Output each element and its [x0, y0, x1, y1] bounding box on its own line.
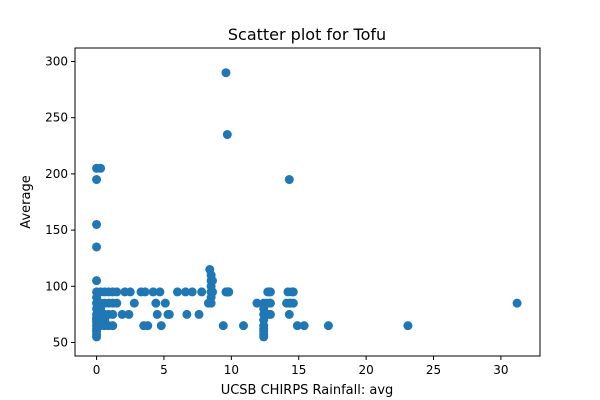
x-tick-label: 25	[426, 363, 441, 377]
scatter-point	[92, 242, 102, 252]
scatter-point	[125, 287, 135, 297]
scatter-point	[292, 321, 302, 331]
y-tick-label: 200	[45, 167, 68, 181]
scatter-point	[112, 287, 122, 297]
x-axis-ticks: 0 5 10 15 20 25 30	[93, 356, 509, 377]
y-tick-label: 50	[53, 336, 68, 350]
scatter-point	[124, 309, 134, 319]
x-tick-label: 20	[358, 363, 373, 377]
scatter-point	[224, 287, 234, 297]
scatter-point	[151, 298, 161, 308]
scatter-point	[238, 321, 248, 331]
scatter-point	[218, 321, 228, 331]
scatter-point	[197, 287, 207, 297]
scatter-point	[221, 68, 231, 78]
scatter-point	[156, 321, 166, 331]
chart-title: Scatter plot for Tofu	[228, 25, 386, 44]
scatter-point	[112, 298, 122, 308]
scatter-point	[164, 309, 174, 319]
scatter-point	[92, 175, 102, 185]
scatter-point	[172, 287, 182, 297]
scatter-point	[143, 321, 153, 331]
scatter-point	[181, 287, 191, 297]
scatter-point	[207, 276, 217, 286]
scatter-point	[92, 219, 102, 229]
scatter-point	[148, 287, 158, 297]
scatter-point	[160, 298, 170, 308]
scatter-point	[284, 309, 294, 319]
scatter-point	[92, 276, 102, 286]
scatter-point	[108, 309, 118, 319]
scatter-point	[299, 321, 309, 331]
scatter-point	[182, 309, 192, 319]
scatter-point	[108, 321, 118, 331]
scatter-point	[512, 298, 522, 308]
y-axis-label: Average	[19, 175, 34, 228]
x-tick-label: 10	[224, 363, 239, 377]
scatter-point	[207, 287, 217, 297]
scatter-point	[140, 287, 150, 297]
y-tick-label: 150	[45, 223, 68, 237]
scatter-point	[117, 309, 127, 319]
x-axis-label: UCSB CHIRPS Rainfall: avg	[221, 383, 394, 398]
scatter-point	[403, 321, 413, 331]
y-axis-ticks: 50 100 150 200 250 300	[45, 54, 75, 350]
scatter-point	[252, 298, 262, 308]
scatter-point	[194, 309, 204, 319]
scatter-point	[152, 309, 162, 319]
scatter-point	[92, 332, 102, 342]
scatter-point	[288, 298, 298, 308]
x-tick-label: 15	[291, 363, 306, 377]
y-tick-label: 250	[45, 111, 68, 125]
scatter-point	[265, 298, 275, 308]
scatter-point	[155, 287, 165, 297]
y-tick-label: 100	[45, 279, 68, 293]
x-tick-label: 30	[493, 363, 508, 377]
scatter-point	[259, 332, 269, 342]
scatter-point	[323, 321, 333, 331]
scatter-point	[265, 287, 275, 297]
x-tick-label: 5	[160, 363, 168, 377]
scatter-point	[129, 298, 139, 308]
scatter-point	[284, 175, 294, 185]
scatter-point	[265, 309, 275, 319]
plot-frame	[74, 47, 541, 357]
scatter-point	[288, 287, 298, 297]
x-tick-label: 0	[93, 363, 101, 377]
y-tick-label: 300	[45, 54, 68, 68]
scatter-point	[187, 287, 197, 297]
scatter-point	[222, 130, 232, 140]
scatter-point	[96, 163, 106, 173]
points-layer	[92, 68, 522, 342]
scatter-point	[206, 298, 216, 308]
